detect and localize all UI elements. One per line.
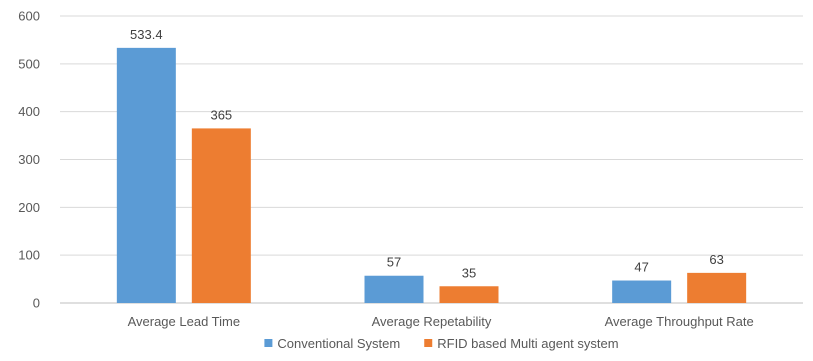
- x-category-label: Average Throughput Rate: [605, 314, 754, 329]
- bar-conventional-2: [612, 280, 672, 303]
- data-label: 47: [634, 260, 648, 275]
- legend-swatch: [424, 339, 433, 347]
- legend: Conventional System RFID based Multi agen…: [264, 336, 619, 351]
- data-labels: 533.4 365 57 35 47 63: [130, 27, 724, 280]
- y-tick-label: 100: [18, 248, 40, 263]
- data-label: 35: [462, 265, 476, 280]
- y-axis-ticks: 0 100 200 300 400 500 600: [18, 9, 40, 311]
- y-tick-label: 0: [33, 296, 40, 311]
- data-label: 365: [210, 107, 232, 122]
- y-tick-label: 300: [18, 152, 40, 167]
- gridlines: [60, 15, 803, 304]
- x-category-label: Average Repetability: [372, 314, 492, 329]
- y-tick-label: 600: [18, 9, 40, 24]
- data-label: 533.4: [130, 27, 163, 42]
- legend-swatch: [264, 339, 273, 347]
- bar-rfid-0: [191, 128, 251, 303]
- bar-rfid-2: [687, 272, 747, 303]
- bars: [116, 47, 747, 304]
- legend-label: Conventional System: [277, 336, 400, 351]
- legend-item: Conventional System: [264, 336, 400, 351]
- x-axis-categories: Average Lead Time Average Repetability Ave…: [128, 314, 754, 329]
- y-tick-label: 200: [18, 200, 40, 215]
- y-tick-label: 400: [18, 104, 40, 119]
- legend-item: RFID based Multi agent system: [424, 336, 619, 351]
- data-label: 63: [709, 252, 723, 267]
- bar-rfid-1: [439, 286, 499, 303]
- y-tick-label: 500: [18, 56, 40, 71]
- bar-conventional-0: [116, 47, 176, 304]
- x-category-label: Average Lead Time: [128, 314, 241, 329]
- data-label: 57: [387, 255, 401, 270]
- bar-conventional-1: [364, 275, 424, 303]
- legend-label: RFID based Multi agent system: [437, 336, 618, 351]
